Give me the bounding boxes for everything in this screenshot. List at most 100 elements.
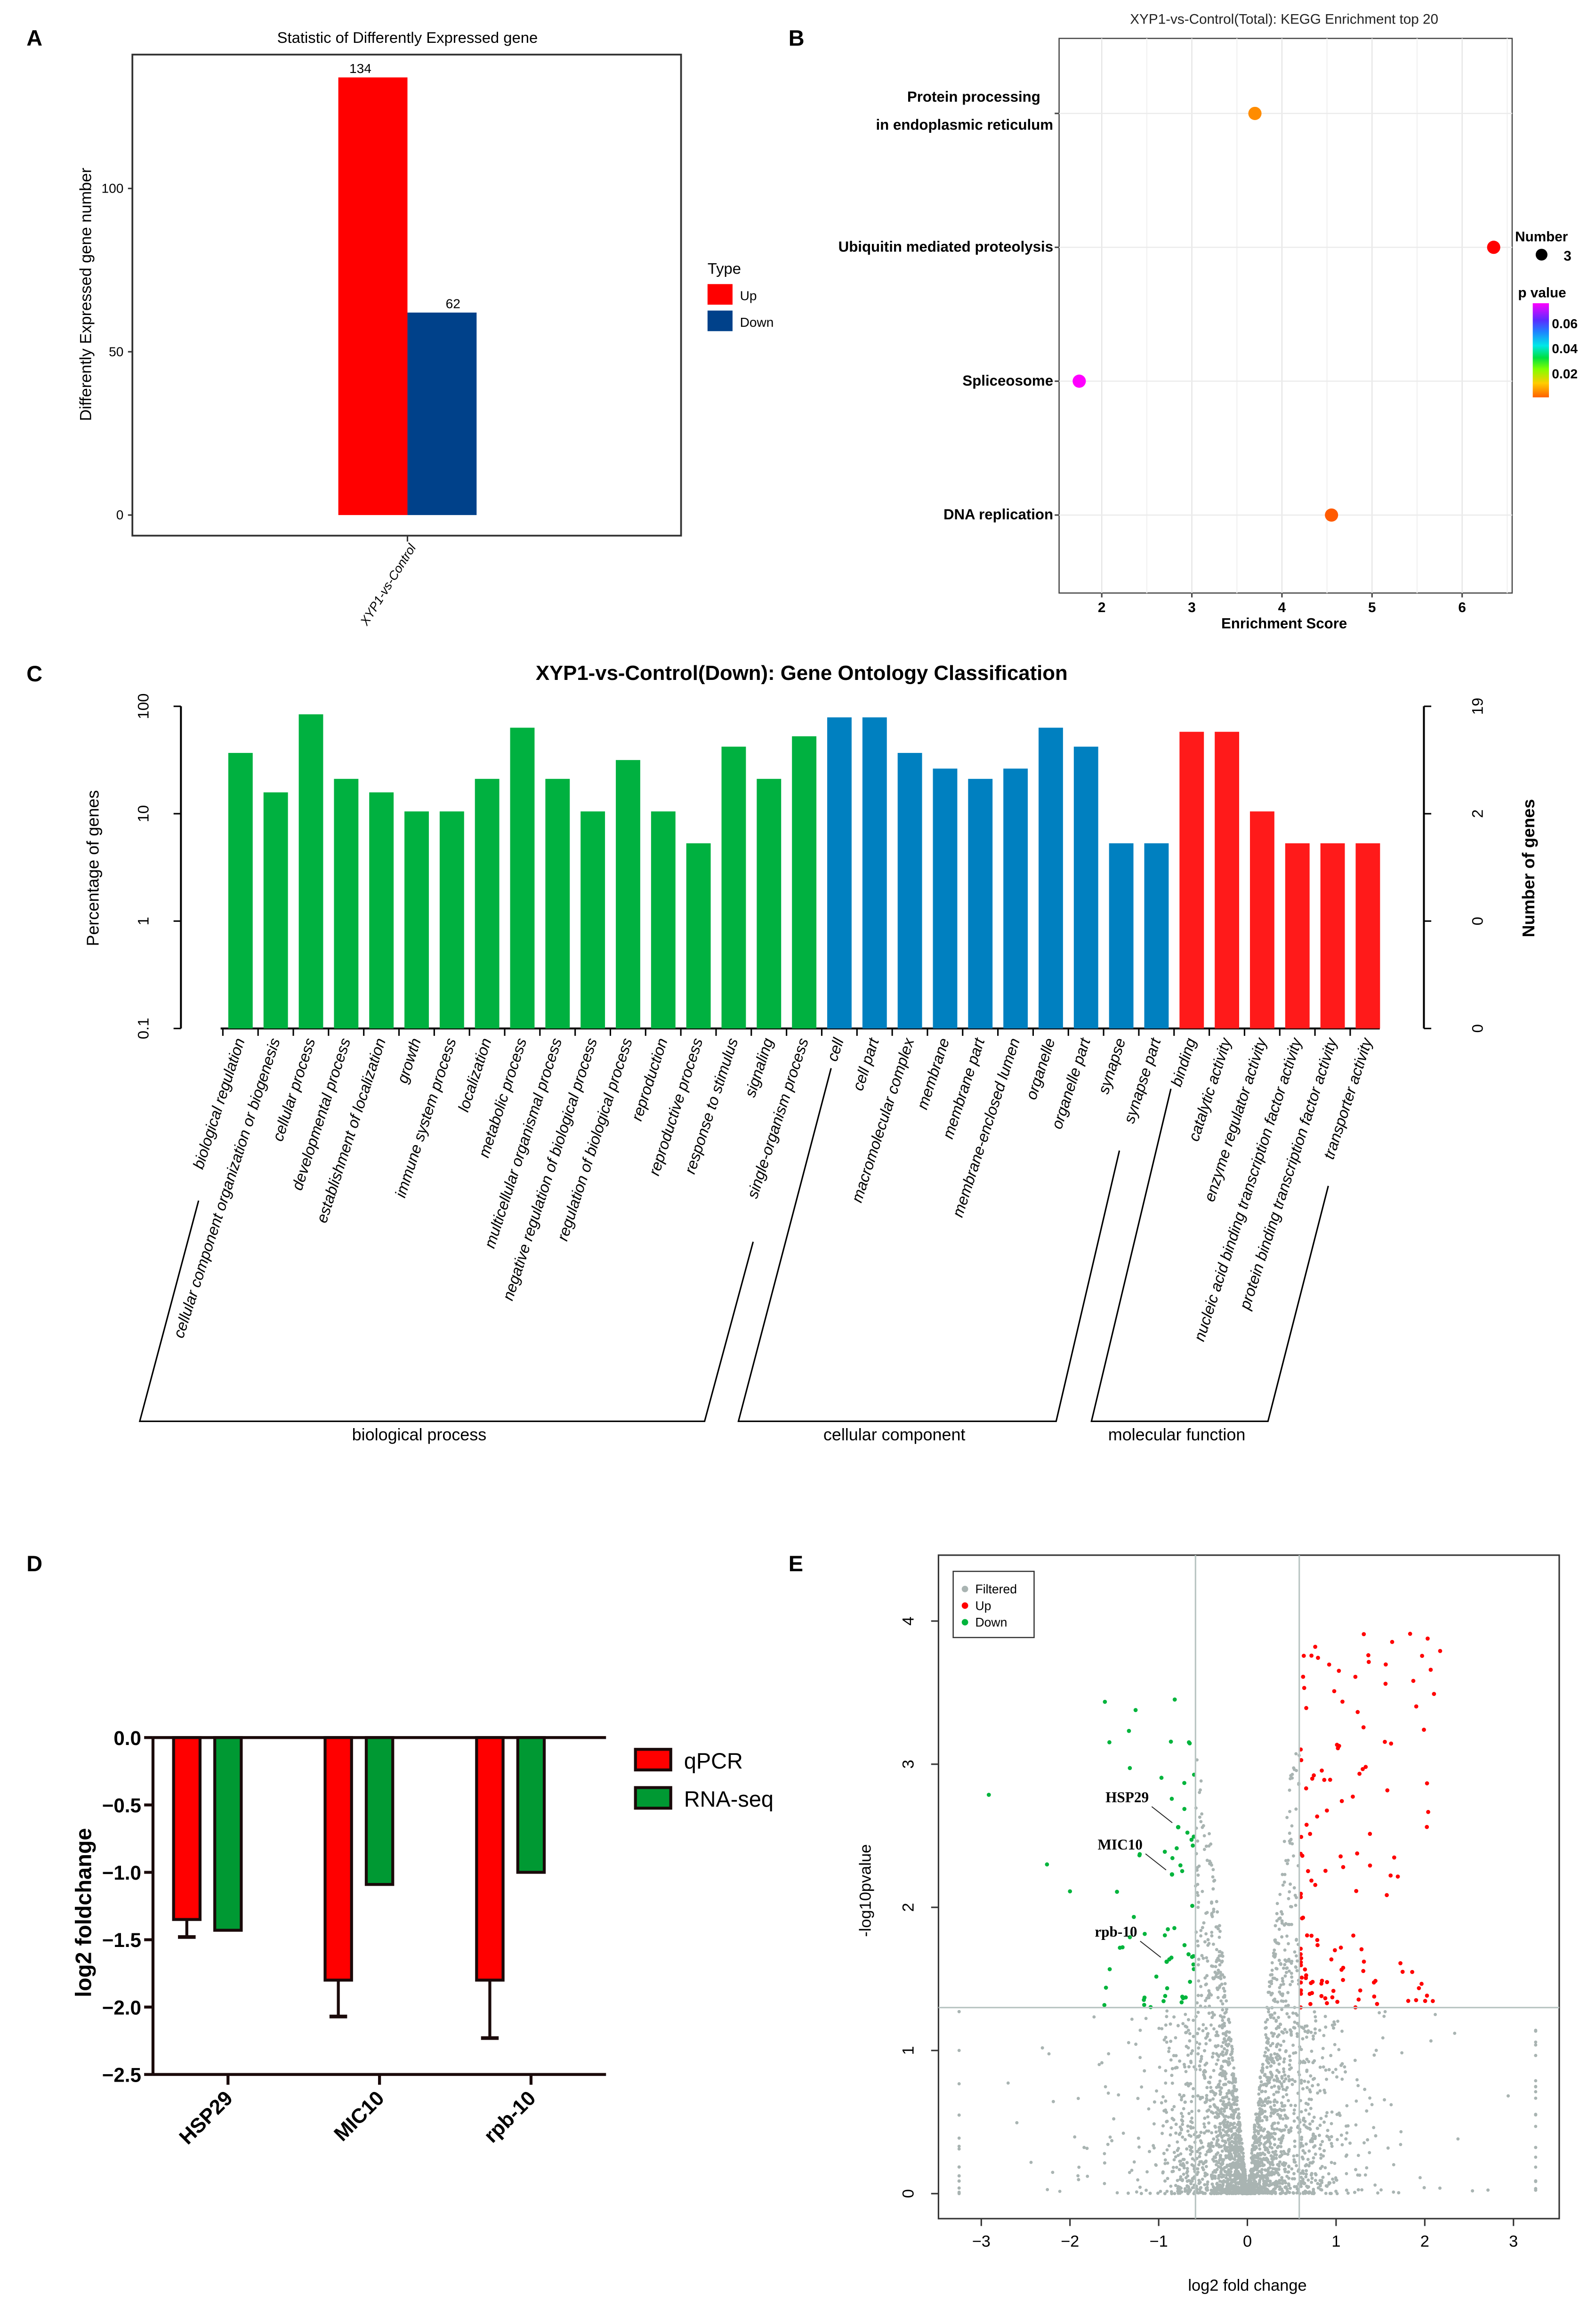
point-filtered <box>1281 2179 1284 2182</box>
point-filtered <box>1318 2147 1322 2150</box>
point-filtered <box>1310 2181 1314 2184</box>
point-filtered <box>1290 1979 1294 1983</box>
point-filtered <box>1154 2164 1158 2167</box>
point-filtered <box>1253 2124 1257 2128</box>
y-tick-label: 0 <box>116 508 124 522</box>
point-filtered <box>1253 2165 1257 2169</box>
point-filtered <box>1282 2067 1285 2071</box>
point-filtered <box>1167 2144 1171 2148</box>
point-filtered <box>1234 2178 1238 2181</box>
point-filtered <box>1229 2149 1233 2153</box>
point-filtered <box>1313 2027 1317 2031</box>
point-up <box>1299 1956 1304 1961</box>
point-filtered <box>1276 2000 1280 2004</box>
point-filtered <box>1121 2132 1125 2135</box>
point-up <box>1323 1868 1328 1873</box>
point-filtered <box>1282 2031 1285 2035</box>
point-filtered <box>1312 2156 1315 2160</box>
point-filtered <box>1217 2024 1221 2028</box>
point-filtered <box>1225 2049 1229 2052</box>
point-filtered <box>1112 2117 1116 2121</box>
point-filtered <box>1225 2095 1229 2099</box>
point-filtered <box>1227 2030 1231 2034</box>
point-up <box>1341 1978 1345 1982</box>
point-filtered <box>1237 2130 1241 2134</box>
point-filtered <box>1279 2192 1282 2196</box>
point-filtered <box>1228 2173 1232 2176</box>
point-filtered <box>1200 2055 1203 2059</box>
point-filtered <box>1182 2173 1185 2176</box>
point-filtered <box>1486 2188 1490 2192</box>
bracket-cellular-component <box>737 1068 1120 1422</box>
point-filtered <box>1288 1890 1291 1894</box>
point-up <box>1366 1653 1370 1657</box>
point-filtered <box>1365 2109 1369 2113</box>
point-filtered <box>1182 2063 1186 2066</box>
point-filtered <box>1276 2171 1280 2175</box>
point-filtered <box>1204 2153 1208 2157</box>
point-filtered <box>1285 1816 1289 1819</box>
point-filtered <box>1289 1838 1293 1841</box>
point-filtered <box>1273 2153 1277 2156</box>
point-filtered <box>1218 2092 1222 2096</box>
point-filtered <box>1312 2034 1315 2038</box>
point-filtered <box>1271 2163 1275 2167</box>
point-filtered <box>1256 2116 1259 2120</box>
point-filtered <box>1207 2129 1210 2133</box>
point-filtered <box>1282 1880 1286 1884</box>
point-filtered <box>1381 2036 1385 2040</box>
point-filtered <box>1228 2137 1232 2140</box>
point-filtered <box>1199 1779 1203 1783</box>
point-filtered <box>1201 1825 1204 1829</box>
point-filtered <box>1233 2077 1237 2081</box>
point-filtered <box>1282 2080 1286 2083</box>
point-filtered <box>1291 2043 1295 2047</box>
point-filtered <box>1534 2079 1538 2083</box>
x-tick-label: 5 <box>1368 600 1376 615</box>
point-filtered <box>1182 2164 1186 2167</box>
point-filtered <box>1148 2191 1152 2195</box>
point-up <box>1309 1878 1314 1883</box>
point-filtered <box>1253 2154 1256 2157</box>
point-filtered <box>1232 2066 1236 2070</box>
point-filtered <box>1273 2137 1276 2141</box>
point-filtered <box>957 2165 961 2169</box>
point-filtered <box>1185 2180 1189 2183</box>
point-filtered <box>1223 2037 1226 2041</box>
point-filtered <box>1243 2181 1247 2185</box>
point-filtered <box>1195 2150 1199 2153</box>
point-up <box>1308 2002 1313 2006</box>
point-filtered <box>1272 1952 1276 1955</box>
point-filtered <box>1378 2011 1381 2015</box>
point-filtered <box>1185 2147 1189 2151</box>
x-tick-label: HSP29 <box>175 2086 237 2149</box>
point-filtered <box>1145 2189 1148 2192</box>
point-filtered <box>1295 2164 1298 2167</box>
point-filtered <box>1196 1939 1200 1943</box>
point-filtered <box>1221 1955 1225 1958</box>
point-filtered <box>1282 1982 1285 1986</box>
point-filtered <box>1214 2034 1218 2037</box>
point-filtered <box>1188 2032 1192 2035</box>
point-filtered <box>1389 2103 1393 2107</box>
point-filtered <box>1221 2041 1225 2044</box>
point-filtered <box>1227 2057 1231 2060</box>
point-filtered <box>1287 2015 1291 2019</box>
point-filtered <box>1245 2191 1249 2195</box>
point-filtered <box>1214 1965 1217 1969</box>
point-filtered <box>1196 2094 1200 2098</box>
point-filtered <box>1383 2098 1386 2102</box>
point-filtered <box>1085 2147 1089 2150</box>
point-filtered <box>1172 2158 1176 2162</box>
point-filtered <box>1029 2161 1033 2164</box>
point-filtered <box>1196 1906 1200 1909</box>
point-filtered <box>1227 2097 1231 2101</box>
point-filtered <box>1218 2089 1222 2092</box>
point-filtered <box>1191 2094 1195 2098</box>
point-filtered <box>1344 2137 1348 2141</box>
point-filtered <box>1422 2186 1426 2189</box>
point-up <box>1327 1662 1331 1667</box>
point-filtered <box>1229 2165 1233 2168</box>
point-filtered <box>1263 2104 1266 2107</box>
point-up <box>1323 1996 1328 2001</box>
